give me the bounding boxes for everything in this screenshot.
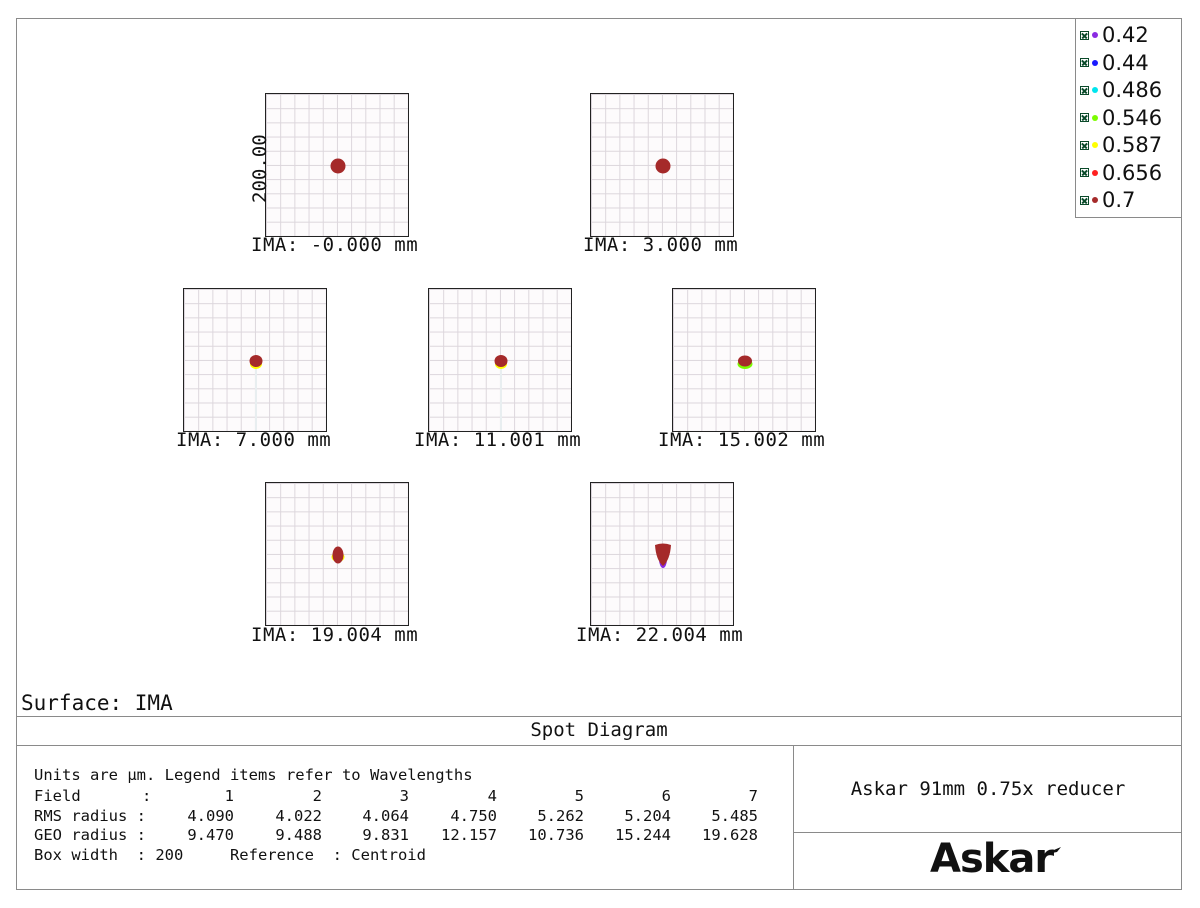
spot-box-field-7 bbox=[590, 482, 734, 626]
lens-name-panel: Askar 91mm 0.75x reducer bbox=[794, 746, 1182, 833]
spot-cluster bbox=[655, 543, 671, 566]
legend-item[interactable]: 0.546 bbox=[1080, 105, 1162, 131]
spot-box-field-4 bbox=[428, 288, 572, 432]
legend-label: 0.656 bbox=[1102, 160, 1163, 185]
legend-item[interactable]: 0.587 bbox=[1080, 132, 1162, 158]
lens-name: Askar 91mm 0.75x reducer bbox=[850, 778, 1126, 800]
legend-checkbox-icon[interactable] bbox=[1080, 113, 1089, 122]
rms-row-label: RMS radius : bbox=[34, 807, 146, 825]
askar-logo: Askar bbox=[930, 836, 1054, 882]
legend-label: 0.44 bbox=[1102, 50, 1149, 75]
legend-item[interactable]: 0.44 bbox=[1080, 50, 1149, 76]
geo-value: 10.736 bbox=[528, 826, 584, 844]
box-width-reference: Box width : 200 Reference : Centroid bbox=[34, 846, 426, 864]
wavelength-legend: 0.42 0.44 0.486 0.546 0.587 0.656 0.7 bbox=[1075, 18, 1182, 218]
spot-cluster bbox=[330, 158, 346, 174]
field-value: 6 bbox=[661, 787, 671, 805]
field-value: 1 bbox=[224, 787, 234, 805]
geo-value: 12.157 bbox=[441, 826, 497, 844]
legend-color-dot bbox=[1092, 142, 1098, 148]
field-value: 4 bbox=[487, 787, 497, 805]
spot-cluster bbox=[494, 355, 508, 367]
spot-cluster bbox=[249, 355, 263, 367]
geo-value: 9.488 bbox=[275, 826, 322, 844]
geo-value: 9.470 bbox=[187, 826, 234, 844]
field-label-6: IMA: 19.004 mm bbox=[251, 624, 419, 646]
legend-checkbox-icon[interactable] bbox=[1080, 168, 1089, 177]
legend-label: 0.546 bbox=[1102, 105, 1163, 130]
legend-item[interactable]: 0.656 bbox=[1080, 160, 1162, 186]
legend-item[interactable]: 0.486 bbox=[1080, 77, 1162, 103]
field-label-7: IMA: 22.004 mm bbox=[576, 624, 744, 646]
rms-value: 5.485 bbox=[711, 807, 758, 825]
rms-value: 5.262 bbox=[537, 807, 584, 825]
rms-value: 4.090 bbox=[187, 807, 234, 825]
rms-value: 4.064 bbox=[362, 807, 409, 825]
legend-color-dot bbox=[1092, 59, 1098, 66]
legend-label: 0.587 bbox=[1102, 133, 1163, 157]
geo-value: 15.244 bbox=[615, 826, 671, 844]
legend-color-dot bbox=[1092, 114, 1098, 121]
field-label-2: IMA: 3.000 mm bbox=[583, 234, 739, 256]
spot-box-field-3 bbox=[183, 288, 327, 432]
field-value: 2 bbox=[312, 787, 322, 805]
spot-cluster bbox=[332, 546, 344, 564]
field-value: 3 bbox=[399, 787, 409, 805]
spot-box-field-1 bbox=[265, 93, 409, 237]
legend-checkbox-icon[interactable] bbox=[1080, 58, 1089, 67]
field-label-5: IMA: 15.002 mm bbox=[658, 429, 826, 451]
logo-mark-icon bbox=[1042, 847, 1061, 855]
geo-row-label: GEO radius : bbox=[34, 826, 146, 844]
legend-item[interactable]: 0.42 bbox=[1080, 22, 1149, 48]
rms-value: 4.022 bbox=[275, 807, 322, 825]
geo-value: 9.831 bbox=[362, 826, 409, 844]
field-row-colon: : bbox=[142, 787, 152, 805]
legend-color-dot bbox=[1092, 87, 1098, 93]
field-value: 5 bbox=[574, 787, 584, 805]
rms-value: 4.750 bbox=[450, 807, 497, 825]
field-label-1: IMA: -0.000 mm bbox=[251, 234, 419, 256]
box-scale-label: 200.00 bbox=[249, 134, 271, 203]
geo-value: 19.628 bbox=[702, 826, 758, 844]
field-label-3: IMA: 7.000 mm bbox=[176, 429, 332, 451]
field-value: 7 bbox=[748, 787, 758, 805]
info-panel: Units are µm. Legend items refer to Wave… bbox=[16, 746, 794, 890]
legend-checkbox-icon[interactable] bbox=[1080, 140, 1089, 150]
legend-label: 0.7 bbox=[1102, 188, 1136, 212]
legend-checkbox-icon[interactable] bbox=[1080, 195, 1089, 205]
legend-label: 0.42 bbox=[1102, 23, 1149, 47]
title-bar: Spot Diagram bbox=[16, 716, 1182, 746]
field-label-4: IMA: 11.001 mm bbox=[414, 429, 582, 451]
spot-cluster bbox=[655, 158, 671, 174]
diagram-title: Spot Diagram bbox=[530, 719, 668, 741]
legend-color-dot bbox=[1092, 169, 1098, 176]
legend-color-dot bbox=[1092, 32, 1098, 38]
legend-item[interactable]: 0.7 bbox=[1080, 187, 1135, 213]
legend-label: 0.486 bbox=[1102, 78, 1163, 102]
spot-box-field-2 bbox=[590, 93, 734, 237]
surface-label: Surface: IMA bbox=[21, 691, 173, 715]
legend-checkbox-icon[interactable] bbox=[1080, 30, 1089, 40]
legend-checkbox-icon[interactable] bbox=[1080, 85, 1089, 95]
rms-value: 5.204 bbox=[624, 807, 671, 825]
field-row-label: Field bbox=[34, 787, 81, 805]
legend-color-dot bbox=[1092, 197, 1098, 203]
units-note: Units are µm. Legend items refer to Wave… bbox=[34, 766, 473, 784]
spot-cluster bbox=[738, 355, 752, 367]
spot-box-field-6 bbox=[265, 482, 409, 626]
plot-frame bbox=[16, 18, 1182, 890]
spot-box-field-5 bbox=[672, 288, 816, 432]
